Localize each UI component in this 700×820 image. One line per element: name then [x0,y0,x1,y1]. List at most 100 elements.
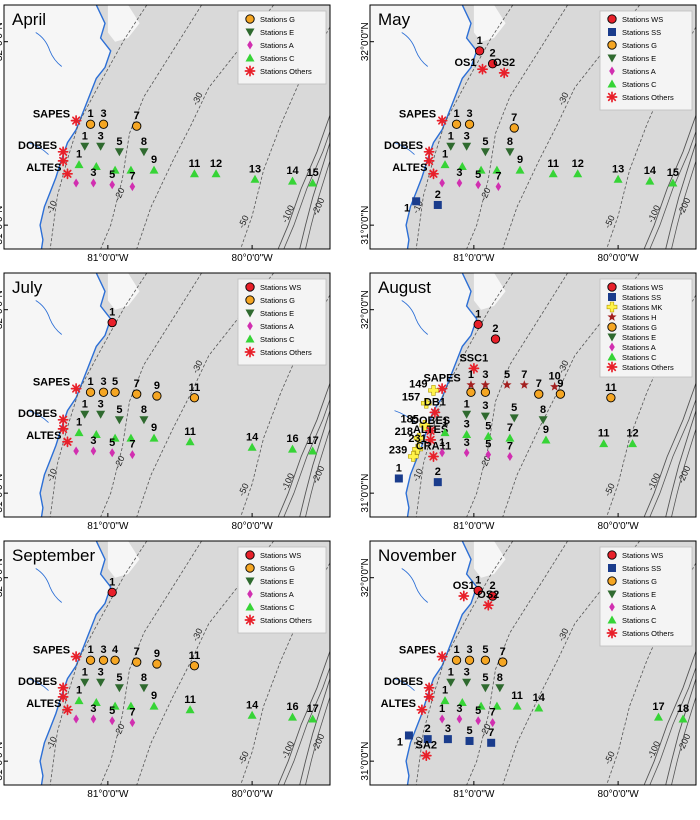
isobath-5 [643,114,696,249]
station-label: 11 [511,690,523,702]
depth-label: -50 [236,482,251,498]
legend-label: Stations Others [260,616,312,625]
station-ss [433,200,442,209]
station-o [425,434,437,446]
station-a [90,178,97,188]
station-label: ALTES [392,162,427,174]
depth-label: -20 [478,722,493,738]
station-label: 7 [507,422,513,434]
legend-label: Stations A [622,343,656,352]
lat-tick-label: 32°0'0"N [360,558,371,597]
station-label: 7 [129,439,135,451]
station-o [428,168,439,180]
station-g [98,655,109,665]
station-c [74,428,84,437]
station-ss [423,735,432,744]
landmass [4,273,111,517]
isobath-5 [277,650,330,785]
station-label: DOBES [18,408,57,420]
station-label: 218 [395,426,413,438]
station-g [110,655,120,665]
legend-symbol-e [245,28,255,37]
station-c [110,433,120,442]
station-label: 3 [98,666,104,678]
station-label: 5 [116,404,122,416]
station-label: 3 [464,666,470,678]
station-e [462,678,472,687]
station-o [423,146,435,158]
isobath-6 [665,678,696,785]
station-g [606,393,616,403]
station-label: 14 [533,692,546,704]
station-c [287,444,297,453]
station-c [149,433,159,442]
station-o [498,67,510,79]
station-c [440,696,450,705]
station-label: 9 [151,690,157,702]
station-e [80,678,90,687]
depth-label: -30 [190,359,205,375]
legend-symbol-a [247,40,253,50]
legend: Stations WS Stations SS Stations G Stations… [599,546,693,647]
station-label: OS1 [454,57,476,69]
lat-tick-label: 32°0'0"N [360,22,371,61]
station-h [480,380,490,389]
station-label: 1 [82,666,88,678]
station-label: 7 [521,369,527,381]
panel-title: July [12,278,43,297]
station-c [211,169,221,178]
station-label: SAPES [399,645,436,657]
legend-symbol-c [607,352,617,361]
station-label: 9 [517,154,523,166]
station-label: 3 [482,400,488,412]
station-label: 1 [109,576,115,588]
station-e [480,148,490,157]
lon-tick-label: 80°0'0"W [232,789,274,800]
legend-label: Stations E [260,577,294,586]
lat-tick-label: 32°0'0"N [360,290,371,329]
station-label: 12 [572,158,584,170]
station-label: 5 [482,672,488,684]
station-label: 231 [408,433,426,445]
lat-tick-label: 31°0'0"N [360,742,371,781]
station-label: DOBES [18,676,57,688]
station-g [85,387,96,397]
station-o [423,691,435,703]
station-label: 14 [286,165,299,177]
legend-label: Stations H [622,313,657,322]
station-label: 2 [435,189,441,201]
station-o [420,750,432,762]
station-a [109,716,115,726]
station-c [91,697,101,706]
station-c [457,697,467,706]
station-o [57,155,69,167]
station-o [57,414,69,426]
station-a [109,180,115,190]
station-label: 5 [109,169,115,181]
station-ss [443,735,452,744]
depth-label: -10 [44,467,59,483]
coastline [405,273,478,517]
station-label: 12 [626,428,638,440]
lat-tick-label: 31°0'0"N [0,474,5,513]
station-mk [407,451,419,462]
station-label: 3 [100,376,106,388]
legend-label: Stations A [260,322,294,331]
legend-label: Stations WS [622,283,663,292]
station-label: 13 [612,163,624,175]
legend-symbol-c [245,334,255,343]
legend-label: Stations Others [622,363,674,372]
station-e [114,684,124,693]
panel-title: August [378,278,431,297]
legend-label: Stations E [622,54,656,63]
station-label: 13 [249,163,261,175]
station-label: OS1 [453,580,475,592]
station-a [73,714,79,724]
station-a [73,178,79,188]
station-a [129,450,136,460]
lon-tick-label: 81°0'0"W [453,253,495,264]
river [394,678,415,691]
island [107,5,140,42]
isobath-5 [277,382,330,517]
